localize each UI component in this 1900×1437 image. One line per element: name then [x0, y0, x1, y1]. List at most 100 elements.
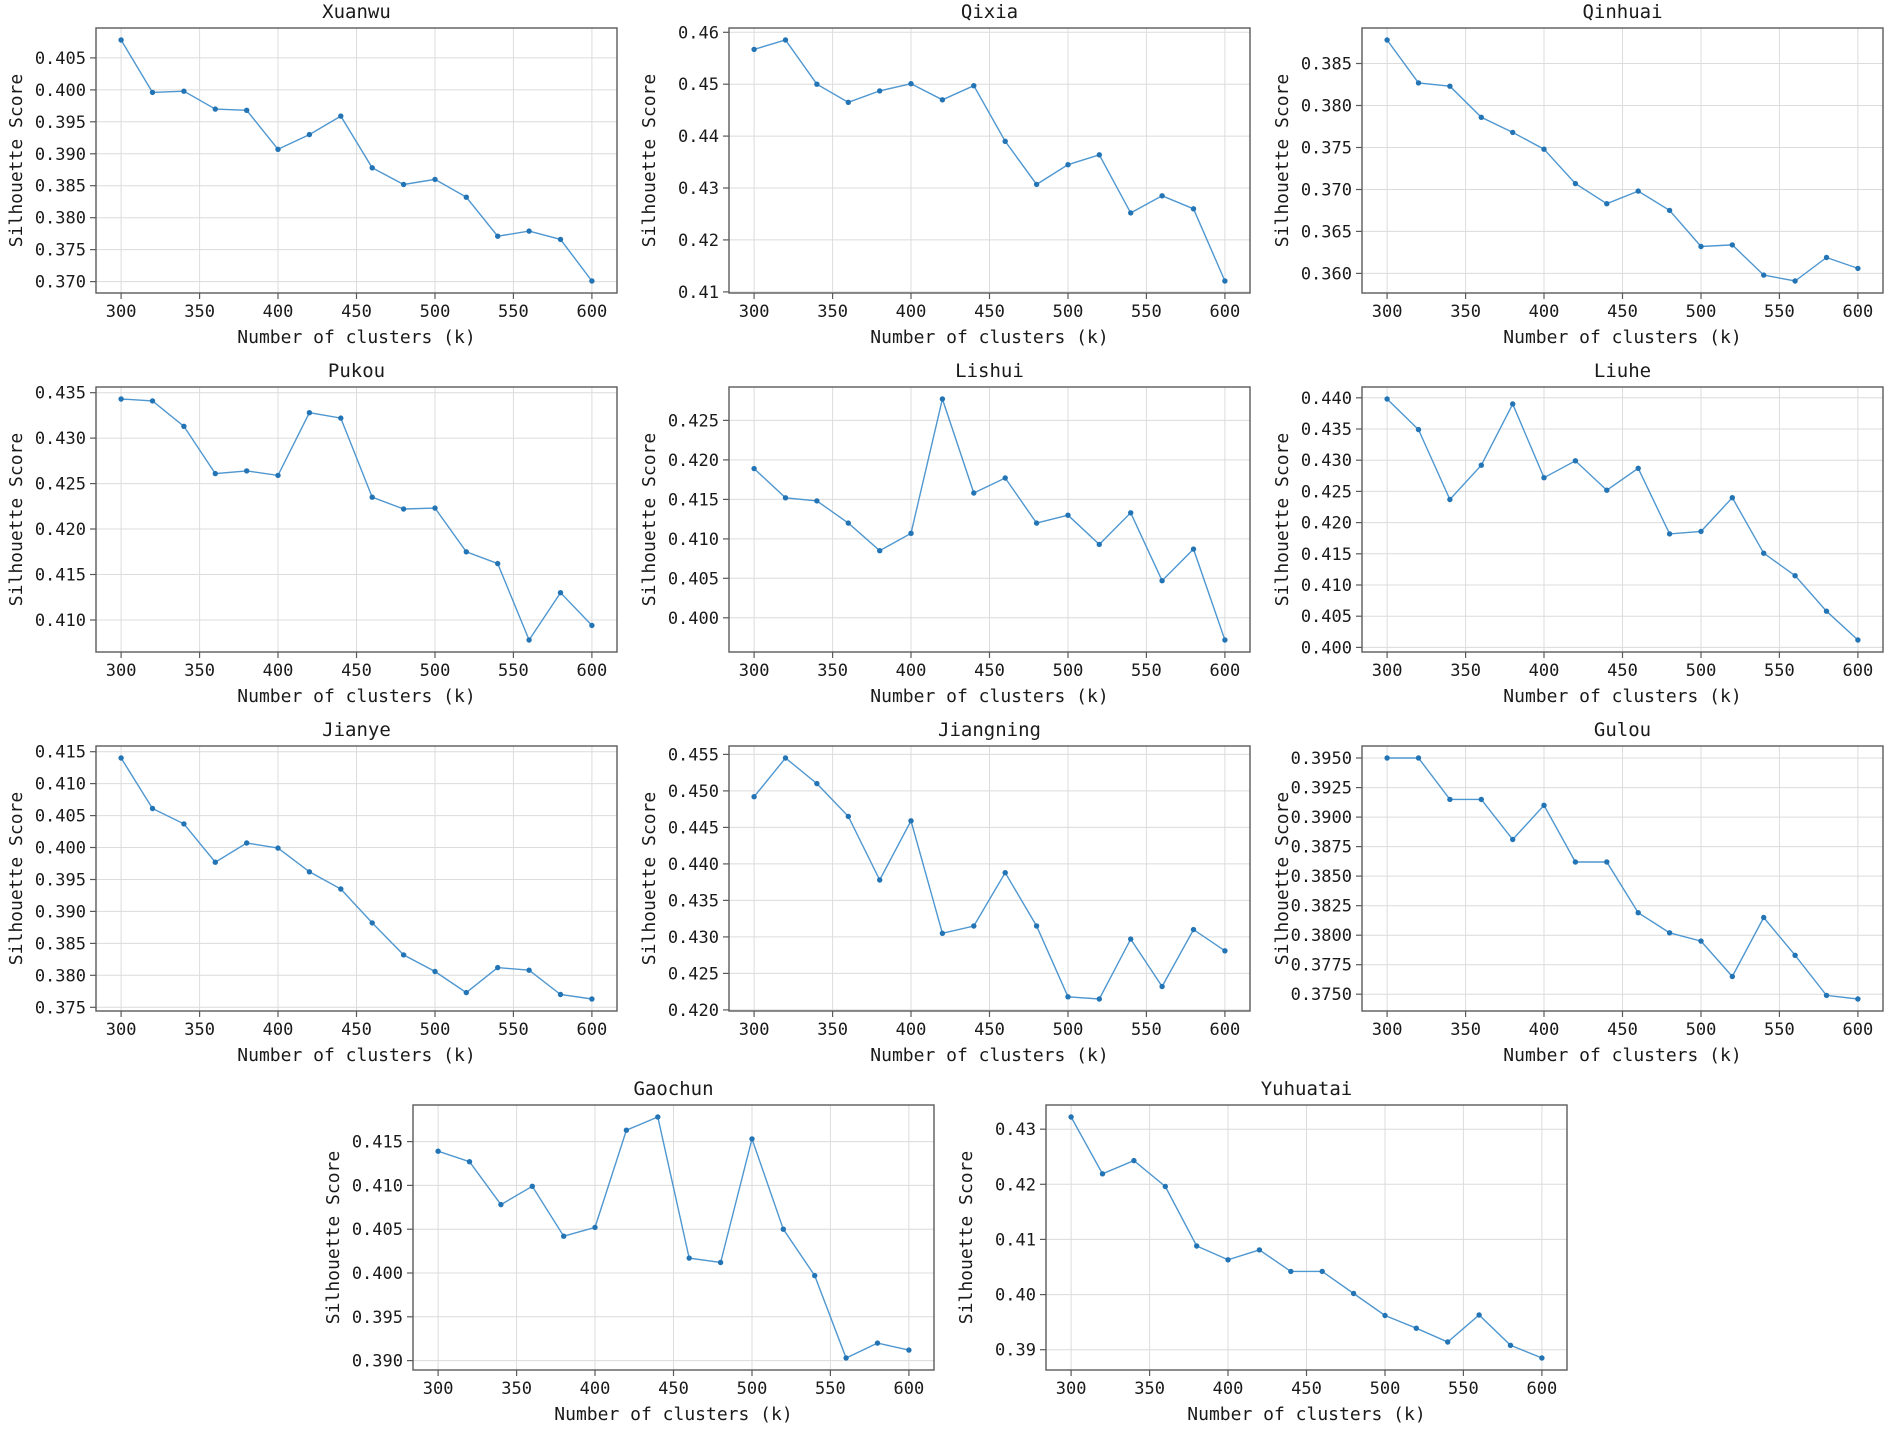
data-point — [432, 176, 438, 183]
x-tick-label: 600 — [1843, 302, 1874, 322]
y-tick-label: 0.39 — [995, 1341, 1036, 1361]
x-tick-label: 400 — [896, 661, 927, 681]
y-tick-label: 0.435 — [1301, 420, 1352, 440]
data-point — [1478, 462, 1484, 468]
y-tick-label: 0.410 — [35, 775, 86, 795]
data-point — [1635, 465, 1641, 471]
data-point — [306, 869, 313, 875]
data-point — [1761, 914, 1767, 921]
y-tick-label: 0.390 — [35, 902, 86, 922]
y-tick-label: 0.400 — [35, 81, 86, 101]
chart-title: Xuanwu — [322, 1, 391, 23]
y-tick-label: 0.43 — [995, 1120, 1036, 1140]
data-point — [497, 1201, 504, 1208]
data-point — [1099, 1171, 1105, 1177]
y-tick-label: 0.425 — [668, 964, 719, 984]
data-point — [717, 1259, 723, 1266]
x-tick-label: 350 — [817, 302, 848, 322]
y-tick-label: 0.43 — [678, 179, 719, 199]
x-tick-label: 350 — [1134, 1379, 1165, 1399]
y-tick-label: 0.410 — [668, 530, 719, 550]
data-point — [1541, 146, 1547, 152]
x-tick-label: 300 — [1055, 1379, 1086, 1399]
data-point — [905, 1347, 912, 1353]
y-tick-label: 0.390 — [351, 1352, 402, 1372]
y-tick-label: 0.435 — [35, 384, 86, 404]
y-tick-label: 0.390 — [35, 145, 86, 165]
y-tick-label: 0.380 — [35, 209, 86, 229]
y-tick-label: 0.3775 — [1291, 956, 1352, 976]
y-tick-label: 0.415 — [35, 743, 86, 763]
plot-border — [1044, 1104, 1568, 1371]
x-tick-label: 500 — [420, 661, 451, 681]
data-point — [939, 930, 946, 936]
data-point — [1823, 254, 1830, 261]
y-tick-label: 0.450 — [668, 782, 719, 802]
y-axis-label: Silhouette Score — [323, 1151, 344, 1324]
data-point — [1507, 1342, 1513, 1348]
y-tick-label: 0.420 — [35, 520, 86, 540]
data-point — [557, 991, 564, 998]
data-point — [874, 1340, 880, 1346]
chart-background — [0, 359, 633, 718]
chart-cell-qixia: 300 350 400 450 500 550 600 0.41 0.42 0.43 0.44 0.4… — [633, 0, 1266, 359]
data-point — [1415, 755, 1422, 761]
data-point — [526, 637, 532, 643]
data-point — [338, 113, 344, 119]
y-tick-label: 0.415 — [668, 490, 719, 510]
x-tick-label: 300 — [739, 302, 770, 322]
data-point — [306, 131, 313, 138]
data-point — [877, 548, 883, 554]
y-axis-label: Silhouette Score — [1272, 792, 1293, 965]
y-tick-label: 0.425 — [1301, 482, 1352, 502]
chart-cell-pukou: 300 350 400 450 500 550 600 0.410 0.415 0.420 0.42… — [0, 359, 633, 718]
data-point — [1478, 796, 1484, 803]
y-axis-label: Silhouette Score — [639, 792, 660, 965]
y-tick-label: 0.375 — [35, 241, 86, 261]
data-point — [1256, 1247, 1262, 1253]
y-tick-label: 0.45 — [678, 75, 719, 95]
data-point — [877, 88, 883, 94]
data-point — [1384, 755, 1390, 761]
x-axis-label: Number of clusters (k) — [554, 1404, 792, 1425]
data-point — [1698, 243, 1704, 250]
chart-cell-jianye: 300 350 400 450 500 550 600 0.375 0.380 0.385 0.39… — [0, 718, 633, 1077]
data-point — [1541, 802, 1547, 808]
chart-background — [0, 0, 633, 359]
x-tick-label: 350 — [184, 302, 215, 322]
y-tick-label: 0.425 — [668, 411, 719, 431]
chart-title: Gulou — [1594, 719, 1651, 741]
data-point — [1635, 910, 1641, 916]
x-tick-label: 550 — [1131, 661, 1162, 681]
data-point — [1190, 926, 1197, 933]
y-tick-label: 0.42 — [995, 1175, 1036, 1195]
data-point — [1415, 80, 1422, 86]
x-tick-label: 550 — [498, 1020, 529, 1040]
data-point — [1541, 475, 1547, 481]
chart-background — [316, 1077, 950, 1436]
x-tick-label: 500 — [736, 1379, 767, 1399]
data-point — [1193, 1243, 1199, 1249]
data-point — [275, 472, 281, 479]
chart-cell-xuanwu: 300 350 400 450 500 550 600 0.370 0.375 0.380 0.38… — [0, 0, 633, 359]
data-point — [751, 794, 757, 800]
data-point — [1538, 1355, 1545, 1361]
x-tick-label: 600 — [893, 1379, 924, 1399]
data-point — [1698, 528, 1704, 535]
x-axis-label: Number of clusters (k) — [237, 1045, 475, 1066]
data-point — [557, 590, 564, 596]
y-tick-label: 0.40 — [995, 1286, 1036, 1306]
data-point — [1128, 936, 1134, 942]
series-line — [753, 39, 1226, 282]
y-tick-label: 0.410 — [35, 611, 86, 631]
chart-cell-liuhe: 300 350 400 450 500 550 600 0.400 0.405 0.410 0.41… — [1266, 359, 1899, 718]
data-point — [1792, 573, 1798, 579]
data-point — [1384, 37, 1390, 43]
data-point — [1823, 608, 1830, 614]
y-axis-label: Silhouette Score — [6, 74, 27, 247]
y-tick-label: 0.430 — [1301, 451, 1352, 471]
data-point — [1635, 188, 1641, 194]
x-tick-label: 500 — [1369, 1379, 1400, 1399]
data-point — [1033, 923, 1040, 929]
